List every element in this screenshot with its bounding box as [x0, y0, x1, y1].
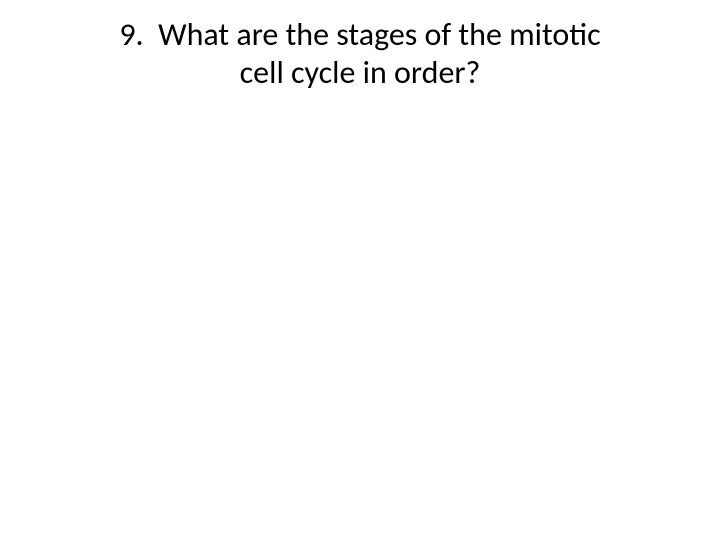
question-number: 9. — [119, 15, 143, 54]
title-line-2: cell cycle in order? — [240, 53, 481, 92]
slide-title: 9. What are the stages of the mitotic ce… — [40, 16, 680, 93]
slide: 9. What are the stages of the mitotic ce… — [0, 0, 720, 540]
title-line-1: What are the stages of the mitotic — [158, 15, 601, 54]
title-area: 9. What are the stages of the mitotic ce… — [40, 16, 680, 93]
